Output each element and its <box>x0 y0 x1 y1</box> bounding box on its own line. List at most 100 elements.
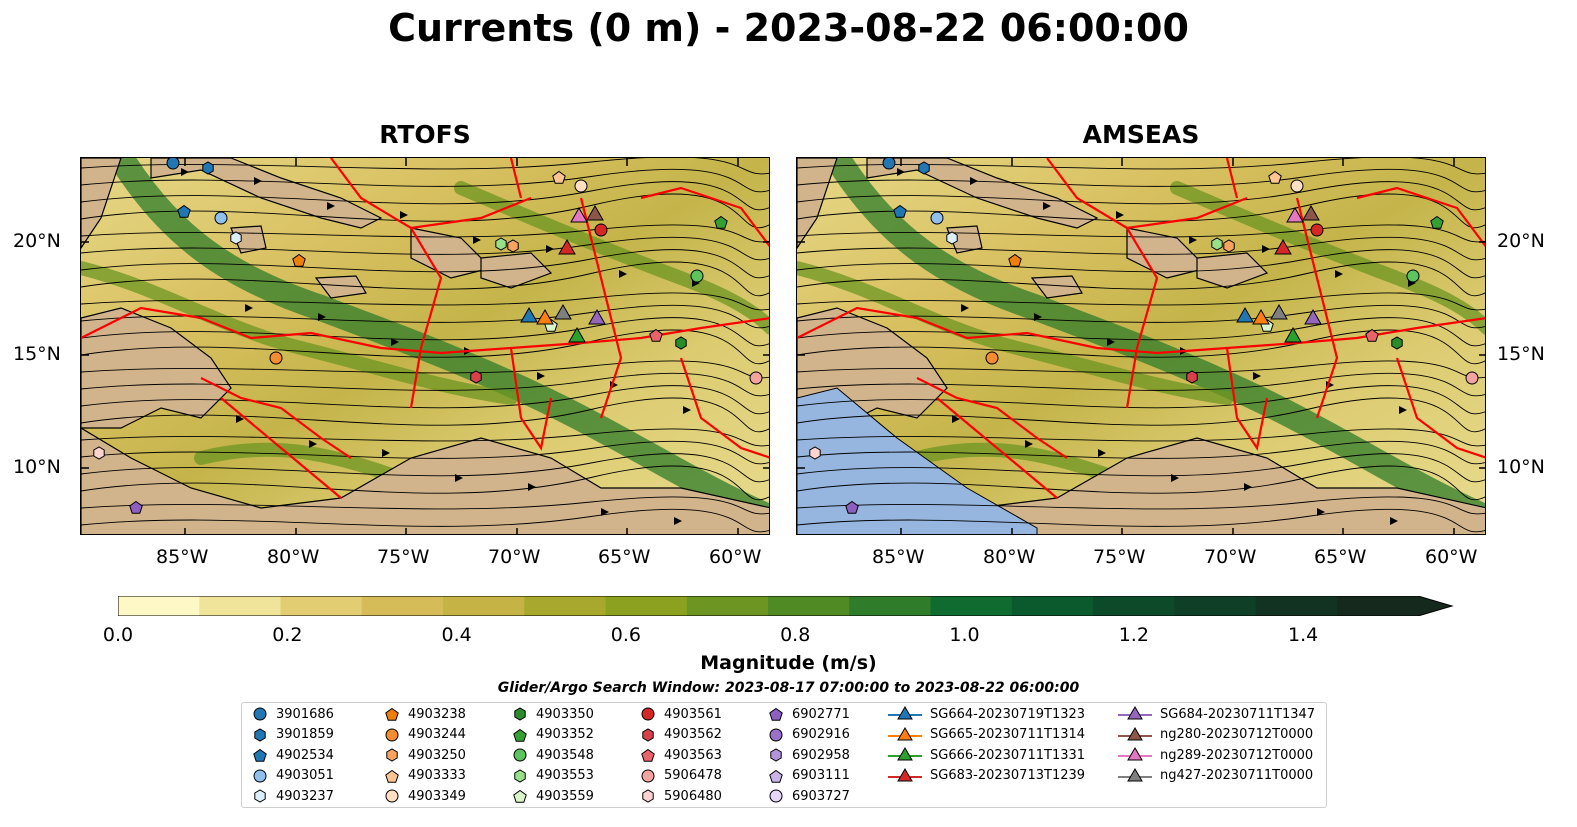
legend-item-label: SG664-20230719T1323 <box>930 706 1086 722</box>
glider-marker <box>558 238 576 255</box>
streamline-arrow <box>1262 245 1270 253</box>
float-marker <box>749 371 763 385</box>
glider-marker <box>1236 306 1254 323</box>
streamline-arrow <box>1317 508 1325 516</box>
rtofs-map[interactable] <box>80 157 770 535</box>
streamline-arrow <box>674 517 682 525</box>
legend-item-label: 5906480 <box>664 788 722 804</box>
legend-item-label: 4903559 <box>536 788 594 804</box>
float-marker <box>1310 223 1324 237</box>
legend-item-label: 4903244 <box>408 727 466 742</box>
streamline <box>81 440 769 465</box>
lon-tick-label: 85°W <box>872 546 925 568</box>
legend-item-label: 4903333 <box>408 768 466 783</box>
legend-item-label: 4903238 <box>408 706 466 722</box>
float-marker <box>946 231 958 245</box>
colorbar-segment <box>1336 596 1419 616</box>
float-marker <box>269 351 283 365</box>
landmass <box>81 307 232 429</box>
streamline <box>797 360 1485 379</box>
streamline-arrow <box>400 211 408 219</box>
streamline-arrow <box>970 177 978 185</box>
triangle-marker-icon <box>1118 747 1152 761</box>
hexagon-marker-icon <box>642 727 654 742</box>
colorbar-segment <box>524 596 606 616</box>
streamline-arrow <box>1335 270 1343 278</box>
colorbar-tick-label: 1.2 <box>1118 624 1149 646</box>
legend-item-label: SG666-20230711T1331 <box>930 747 1086 763</box>
streamline <box>797 158 1485 175</box>
lon-tick-label: 60°W <box>1425 546 1478 568</box>
legend-item-label: 3901859 <box>276 727 334 742</box>
legend-item: 6902771 <box>768 706 850 722</box>
float-marker <box>93 446 105 460</box>
lon-tick-label: 70°W <box>488 546 541 568</box>
float-marker <box>470 370 482 384</box>
streamline-arrow <box>1107 338 1115 346</box>
float-marker <box>649 328 663 342</box>
glider-marker <box>570 206 588 223</box>
streamline-arrow <box>961 304 969 312</box>
eez-boundary <box>640 186 769 248</box>
streamlines <box>797 158 1485 533</box>
landmass <box>314 275 367 299</box>
legend-item: SG666-20230711T1331 <box>888 747 1085 763</box>
legend-item-label: 4903349 <box>408 788 466 804</box>
panel-title-amseas: AMSEAS <box>1082 120 1200 149</box>
legend-item-label: SG683-20230713T1239 <box>930 768 1086 783</box>
legend: 3901686 3901859 4902534 4903051 4903237 49032… <box>241 702 1327 808</box>
circle-marker-icon <box>253 769 267 782</box>
streamline <box>81 181 769 211</box>
legend-item: 5906480 <box>640 788 722 804</box>
lon-tick-label: 80°W <box>983 546 1036 568</box>
lon-tick-label: 60°W <box>709 546 762 568</box>
legend-item-label: SG684-20230711T1347 <box>1160 706 1316 722</box>
eez-boundary <box>509 347 553 451</box>
streamline-arrow <box>245 304 253 312</box>
colorbar <box>118 596 1454 616</box>
hexagon-marker-icon <box>254 727 266 742</box>
float-marker <box>1290 179 1304 193</box>
float-marker <box>202 161 214 175</box>
legend-item: 6902958 <box>768 747 850 763</box>
lon-tick-label: 65°W <box>598 546 651 568</box>
legend-item: 4903562 <box>640 727 722 743</box>
pentagon-marker-icon <box>641 748 655 762</box>
float-marker <box>574 179 588 193</box>
figure-title: Currents (0 m) - 2023-08-22 06:00:00 <box>388 6 1189 50</box>
landmass <box>1196 252 1269 289</box>
legend-item: 6903111 <box>768 768 850 784</box>
legend-item: 4903349 <box>384 788 466 804</box>
legend-item-label: 5906478 <box>664 768 722 783</box>
circle-marker-icon <box>641 769 655 782</box>
glider-marker <box>586 204 604 221</box>
colorbar-segment <box>1174 596 1256 616</box>
legend-item: 4903553 <box>512 768 594 784</box>
landmass <box>866 158 1099 229</box>
legend-item: 4903350 <box>512 706 594 722</box>
eez-boundary <box>220 397 342 499</box>
triangle-marker-icon <box>888 747 922 761</box>
legend-item-label: SG665-20230711T1314 <box>930 727 1086 742</box>
colorbar-segment <box>443 596 525 616</box>
legend-item-label: 4902534 <box>276 747 334 763</box>
float-marker <box>918 161 930 175</box>
float-marker <box>594 223 608 237</box>
legend-item: SG665-20230711T1314 <box>888 726 1086 743</box>
glider-marker <box>1274 238 1292 255</box>
float-marker <box>177 204 191 218</box>
streamline-arrow <box>1253 372 1261 380</box>
panel-title-rtofs: RTOFS <box>379 120 471 149</box>
float-marker <box>714 215 728 229</box>
colorbar-segment <box>1093 596 1175 616</box>
eez-boundary <box>509 158 523 199</box>
streamline <box>797 372 1485 397</box>
legend-item-label: ng280-20230712T0000 <box>1160 727 1314 742</box>
streamline-arrow <box>327 202 335 210</box>
triangle-marker-icon <box>888 767 922 781</box>
legend-item: 3901686 <box>252 706 334 722</box>
colorbar-segment <box>361 596 444 616</box>
legend-item: 4902534 <box>252 747 334 763</box>
amseas-map[interactable] <box>796 157 1486 535</box>
streamline <box>81 385 769 415</box>
